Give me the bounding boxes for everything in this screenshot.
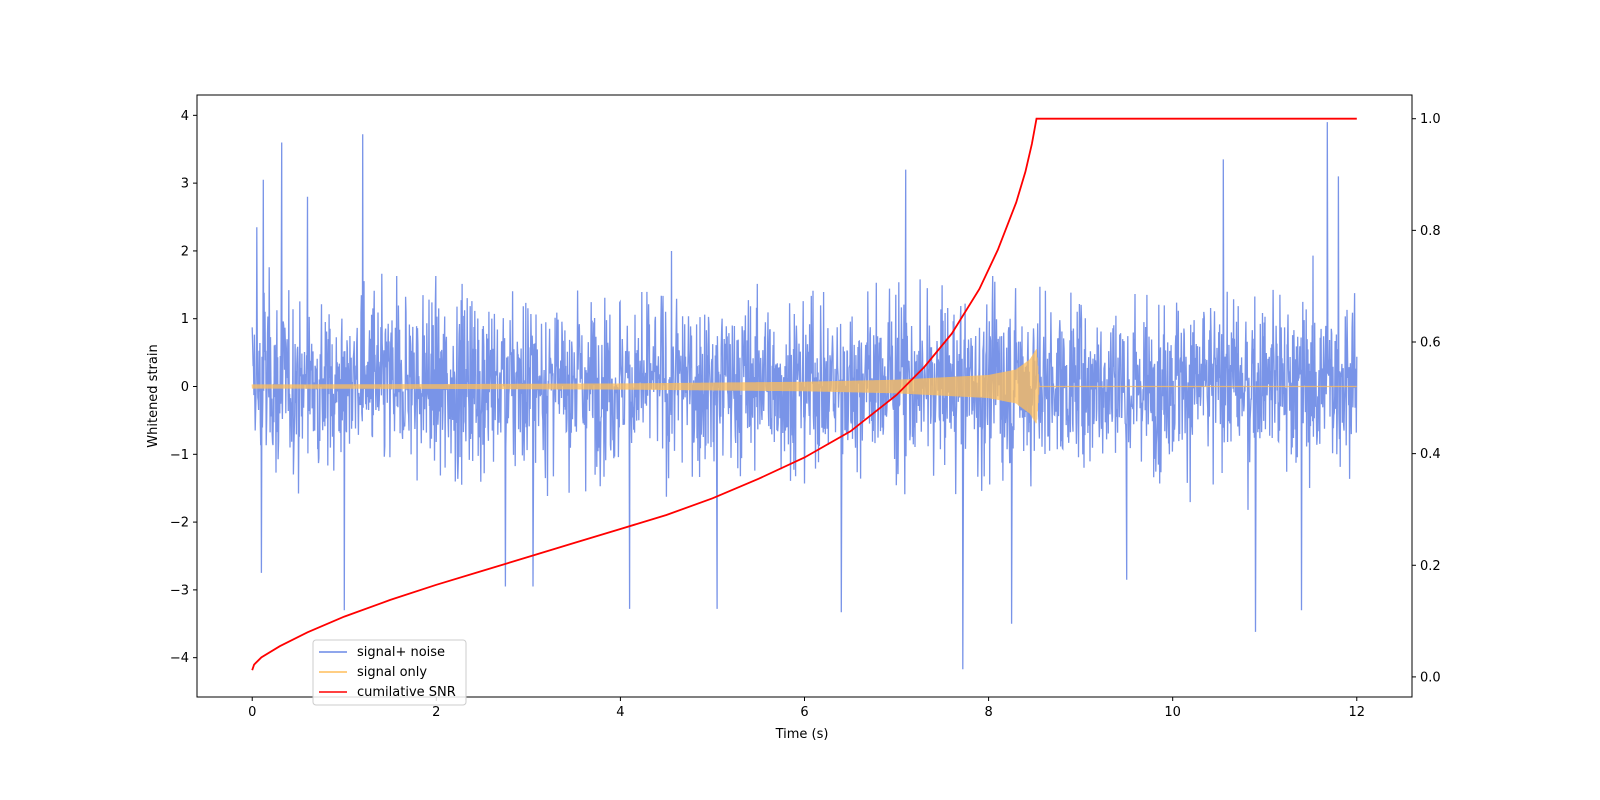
legend-label-signal-noise: signal+ noise [357,645,445,660]
series-cumulative-snr-line [251,117,1357,671]
y-tick-label: −3 [170,583,189,598]
y2-tick-label: 0.6 [1420,335,1441,350]
y-tick-label: 4 [181,109,189,124]
y2-tick-label: 1.0 [1420,112,1441,127]
x-tick-label: 4 [616,705,624,720]
x-tick-label: 6 [800,705,808,720]
y-tick-label: 2 [181,244,189,259]
y2-tick-label: 0.4 [1420,447,1441,462]
x-axis-label: Time (s) [775,727,829,742]
y-tick-label: −4 [170,651,189,666]
y-axis-right: 0.0 0.2 0.4 0.6 0.8 1.0 [1412,112,1441,685]
legend-label-cumulative-snr: cumilative SNR [357,685,456,700]
y-axis-label: Whitened strain [146,344,161,447]
legend-box [312,639,467,706]
y2-tick-label: 0.2 [1420,559,1441,574]
x-tick-label: 0 [248,705,256,720]
legend: signal+ noise signal only cumilative SNR [312,639,467,706]
x-tick-label: 8 [984,705,992,720]
x-tick-label: 10 [1164,705,1181,720]
y-tick-label: 1 [181,312,189,327]
series-signal-only-line [251,349,1357,424]
legend-label-signal-only: signal only [357,665,427,680]
series-layer [251,117,1358,671]
y-tick-label: 3 [181,177,189,192]
series-signal-noise-line [251,122,1358,670]
y-tick-label: −2 [170,516,189,531]
y2-tick-label: 0.0 [1420,670,1441,685]
x-axis: 0 2 4 6 8 10 12 [248,697,1365,720]
y-tick-label: 0 [181,380,189,395]
y-tick-label: −1 [170,448,189,463]
x-tick-label: 2 [432,705,440,720]
y-axis-left: −4 −3 −2 −1 0 1 2 3 4 [170,109,197,666]
x-tick-label: 12 [1348,705,1365,720]
y2-tick-label: 0.8 [1420,224,1441,239]
